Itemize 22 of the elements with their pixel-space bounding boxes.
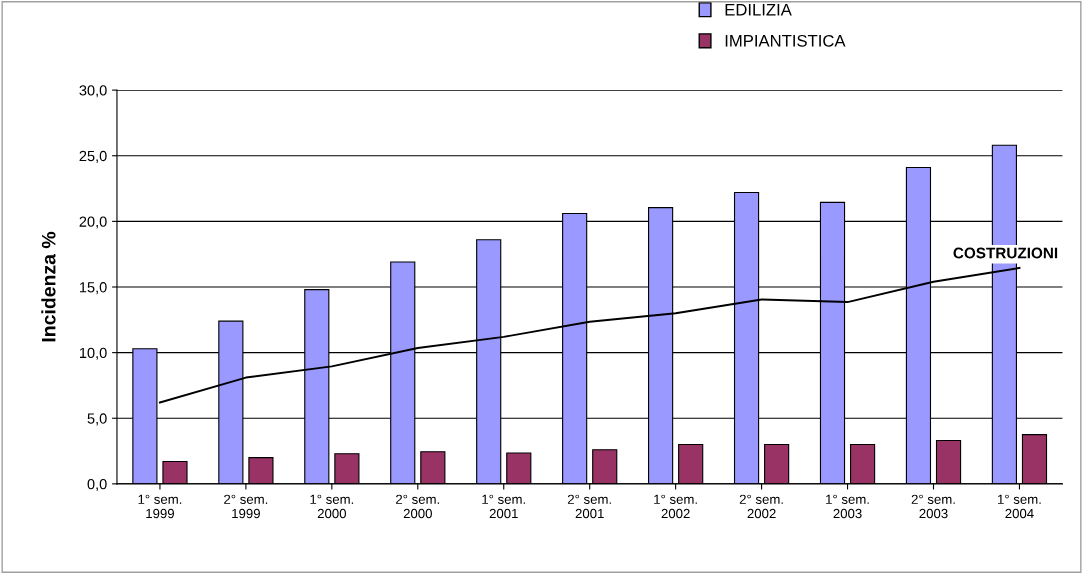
- x-tick-label: 1° sem. 2002: [654, 494, 697, 519]
- legend-label: EDILIZIA: [725, 3, 792, 16]
- legend-label: IMPIANTISTICA: [725, 34, 846, 47]
- x-tick-label: 1° sem. 2003: [826, 494, 869, 519]
- y-tick-label: 0,0: [87, 478, 107, 492]
- y-tick-label: 10,0: [79, 347, 107, 360]
- x-tick-label: 2° sem. 2000: [396, 494, 440, 519]
- x-tick-label: 1° sem. 1999: [138, 494, 182, 519]
- x-tick-label: 1° sem. 2001: [482, 494, 525, 519]
- x-tick-label: 1° sem. 2004: [998, 494, 1041, 519]
- x-tick-label: 2° sem. 2001: [567, 494, 611, 519]
- x-tick-label: 2° sem. 2002: [739, 494, 783, 519]
- y-axis-title: Incidenza %: [41, 231, 56, 342]
- y-tick-label: 5,0: [87, 413, 107, 426]
- y-tick-label: 25,0: [79, 150, 107, 163]
- y-tick-label: 15,0: [79, 282, 107, 295]
- x-tick-label: 1° sem. 2000: [310, 494, 354, 519]
- x-tick-label: 2° sem. 1999: [224, 494, 268, 519]
- series-label: COSTRUZIONI: [953, 247, 1058, 259]
- x-tick-label: 2° sem. 2003: [911, 494, 955, 519]
- y-tick-label: 20,0: [79, 216, 107, 229]
- y-tick-label: 30,0: [79, 85, 107, 98]
